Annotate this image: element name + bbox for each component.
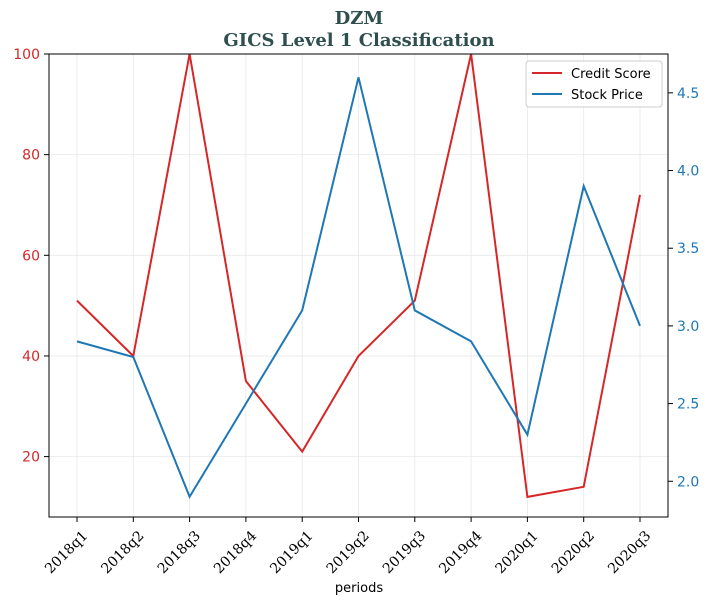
x-tick-label-2018q4: 2018q4 — [211, 528, 260, 577]
legend-label-stock-price: Stock Price — [571, 88, 643, 103]
x-tick-label-2018q2: 2018q2 — [98, 528, 147, 577]
grid — [49, 53, 668, 517]
x-tick-label-2020q3: 2020q3 — [605, 528, 654, 577]
left-tick-label-60: 60 — [22, 248, 40, 264]
chart-title-line-2: GICS Level 1 Classification — [223, 30, 494, 51]
legend-label-credit-score: Credit Score — [571, 67, 651, 82]
right-tick-label-2: 2.0 — [677, 474, 699, 490]
x-tick-label-2019q3: 2019q3 — [380, 528, 429, 577]
x-tick-label-2018q3: 2018q3 — [155, 528, 204, 577]
right-tick-label-3.5: 3.5 — [677, 241, 699, 257]
series-layer — [76, 53, 641, 500]
x-tick-label-2019q2: 2019q2 — [324, 528, 373, 577]
x-tick-label-2020q1: 2020q1 — [493, 528, 542, 577]
left-tick-label-20: 20 — [22, 450, 40, 466]
x-tick-label-2019q1: 2019q1 — [267, 528, 316, 577]
x-axis-label: periods — [335, 581, 383, 596]
right-tick-label-4.5: 4.5 — [677, 86, 699, 102]
x-tick-label-2019q4: 2019q4 — [436, 528, 485, 577]
right-tick-label-2.5: 2.5 — [677, 397, 699, 413]
left-tick-label-40: 40 — [22, 349, 40, 365]
left-tick-label-100: 100 — [13, 47, 40, 63]
right-tick-label-4: 4.0 — [677, 164, 699, 180]
chart-title-line-1: DZM — [335, 8, 384, 29]
legend: Credit Score Stock Price — [525, 60, 663, 108]
left-tick-label-80: 80 — [22, 148, 40, 164]
x-tick-label-2020q2: 2020q2 — [549, 528, 598, 577]
right-tick-label-3: 3.0 — [677, 319, 699, 335]
x-tick-label-2018q1: 2018q1 — [42, 528, 91, 577]
